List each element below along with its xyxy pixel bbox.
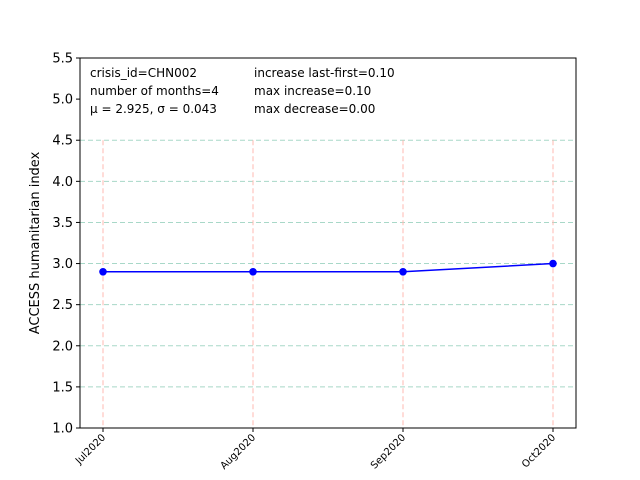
data-point <box>549 259 557 268</box>
annotation-max-increase: max increase=0.10 <box>254 84 371 98</box>
annotation-months: number of months=4 <box>90 84 219 98</box>
y-tick-label: 3.0 <box>52 257 73 272</box>
plot-frame <box>79 57 577 429</box>
y-tick-label: 1.0 <box>52 422 73 437</box>
y-tick-label: 5.5 <box>52 52 73 67</box>
y-tick-label: 2.0 <box>52 339 73 354</box>
grid-layer <box>80 139 576 428</box>
y-axis: 1.0 1.5 2.0 2.5 3.0 3.5 4.0 4.5 5.0 5.5 <box>52 52 80 437</box>
annotation-increase: increase last-first=0.10 <box>254 66 395 80</box>
y-tick-label: 2.5 <box>52 298 73 313</box>
data-point <box>399 267 407 276</box>
y-tick-label: 4.0 <box>52 175 73 190</box>
annotation-crisis-id: crisis_id=CHN002 <box>90 66 197 80</box>
series-line <box>103 262 554 273</box>
annotation-stats: μ = 2.925, σ = 0.043 <box>90 102 217 116</box>
y-tick-label: 5.0 <box>52 93 73 108</box>
annotation-max-decrease: max decrease=0.00 <box>254 102 375 116</box>
y-tick-label: 4.5 <box>52 134 73 149</box>
x-tick-label: Aug2020 <box>219 432 259 472</box>
y-tick-label: 3.5 <box>52 216 73 231</box>
x-tick-label: Jul2020 <box>73 432 108 467</box>
data-point <box>249 267 257 276</box>
data-point <box>99 267 107 276</box>
series-layer <box>99 259 557 276</box>
y-tick-label: 1.5 <box>52 380 73 395</box>
x-axis: Jul2020 Aug2020 Sep2020 Oct2020 <box>73 428 558 472</box>
x-tick-label: Sep2020 <box>369 432 408 471</box>
y-axis-label: ACCESS humanitarian index <box>28 151 43 334</box>
annotation-box: crisis_id=CHN002 number of months=4 μ = … <box>90 66 395 116</box>
x-tick-label: Oct2020 <box>520 432 558 470</box>
